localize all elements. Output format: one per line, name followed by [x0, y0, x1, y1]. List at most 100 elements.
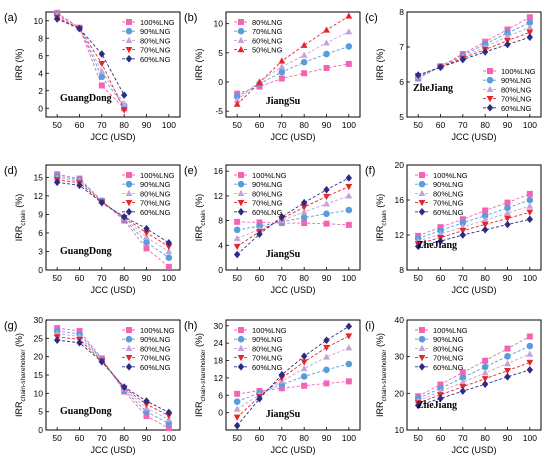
- data-point: [345, 12, 353, 19]
- legend-label: 70%LNG: [140, 354, 171, 363]
- data-point: [459, 369, 466, 376]
- legend-label: 90%LNG: [433, 335, 464, 344]
- chart-panel-c: 50 60 70 80 90 100 5 6 7 8 JCC (USD) IRR (%) (c) ZheJ…: [365, 7, 542, 142]
- legend-marker: [418, 335, 426, 343]
- data-point: [481, 369, 489, 376]
- y-axis-label: IRRchain-shareholder (%): [375, 333, 388, 417]
- y-tick-label: 12: [214, 191, 224, 201]
- data-point: [98, 61, 106, 68]
- data-point: [437, 394, 444, 403]
- y-tick-label: 5: [399, 112, 404, 122]
- y-tick-label: 12: [34, 191, 44, 201]
- region-label: JiangSu: [266, 96, 301, 107]
- y-tick-label: 6: [38, 51, 43, 61]
- x-tick-label: 60: [255, 120, 265, 130]
- legend-marker: [125, 208, 133, 216]
- data-point: [300, 41, 308, 48]
- x-tick-label: 70: [277, 273, 287, 283]
- legend-label: 70%LNG: [501, 95, 532, 104]
- x-tick-label: 80: [480, 120, 490, 130]
- data-point: [482, 207, 489, 214]
- legend-label: 100%LNG: [140, 18, 175, 27]
- x-tick-label: 60: [436, 433, 446, 443]
- data-point: [345, 192, 353, 199]
- x-tick-label: 90: [503, 433, 513, 443]
- x-axis-label: JCC (USD): [271, 445, 316, 455]
- data-point: [323, 65, 330, 71]
- x-tick-label: 100: [162, 273, 176, 283]
- x-tick-label: 80: [480, 433, 490, 443]
- x-tick-label: 60: [255, 273, 265, 283]
- x-tick-label: 80: [299, 433, 309, 443]
- panel-label: (g): [4, 320, 17, 332]
- legend-label: 100%LNG: [501, 67, 536, 76]
- series-line-80pct-lng: [237, 195, 349, 239]
- data-point: [459, 219, 467, 227]
- legend-marker: [125, 36, 133, 43]
- y-tick-label: -5: [215, 106, 223, 116]
- data-point: [504, 373, 511, 381]
- series-line-80pct-lng: [237, 63, 349, 95]
- legend-label: 90%LNG: [501, 76, 532, 85]
- legend-marker: [125, 189, 133, 196]
- series-line-100pct-lng: [417, 336, 531, 397]
- x-tick-label: 60: [75, 433, 85, 443]
- data-point: [459, 384, 467, 391]
- data-point: [256, 394, 263, 403]
- data-point: [345, 333, 353, 340]
- x-tick-label: 90: [142, 433, 152, 443]
- legend-label: 100%LNG: [252, 171, 287, 180]
- legend-label: 80%LNG: [501, 85, 532, 94]
- x-tick-label: 100: [342, 120, 356, 130]
- x-tick-label: 50: [52, 273, 62, 283]
- data-point: [120, 213, 128, 221]
- y-tick-label: 24: [214, 338, 224, 348]
- y-tick-label: 40: [395, 315, 405, 325]
- y-tick-label: 20: [34, 352, 44, 362]
- legend-label: 70%LNG: [252, 354, 283, 363]
- x-tick-label: 50: [52, 433, 62, 443]
- legend-marker: [418, 189, 426, 196]
- y-tick-label: 2: [38, 86, 43, 96]
- y-tick-label: 9: [38, 209, 43, 219]
- legend-marker: [486, 104, 494, 112]
- legend-label: 90%LNG: [140, 180, 171, 189]
- data-point: [459, 378, 467, 385]
- plot-frame: [406, 164, 542, 271]
- data-point: [323, 220, 330, 227]
- series-line-60pct-lng: [236, 177, 350, 255]
- legend-label: 80%LNG: [140, 189, 171, 198]
- legend-label: 90%LNG: [140, 335, 171, 344]
- x-axis-label: JCC (USD): [91, 445, 136, 455]
- y-axis-label: IRRchain-shareholder (%): [194, 333, 207, 417]
- data-point: [481, 376, 489, 383]
- series-line-80pct-lng: [418, 205, 530, 242]
- legend-label: 100%LNG: [140, 171, 175, 180]
- x-tick-label: 100: [342, 433, 356, 443]
- data-point: [300, 359, 308, 366]
- chart-panel-a: 50 60 70 80 90 100 0 2 4 6 8 10 JCC (USD) IRR (%) (a) G…: [4, 9, 181, 142]
- x-tick-label: 100: [162, 120, 176, 130]
- data-point: [482, 357, 489, 364]
- legend-label: 100%LNG: [433, 326, 468, 335]
- data-point: [256, 78, 263, 86]
- x-axis-label: JCC (USD): [452, 285, 497, 295]
- plot-frame: [45, 164, 181, 271]
- x-axis-label: JCC (USD): [452, 445, 497, 455]
- data-point: [323, 185, 330, 194]
- data-point: [233, 250, 241, 259]
- data-point: [278, 68, 286, 76]
- data-point: [323, 50, 330, 58]
- legend-marker: [125, 363, 133, 371]
- legend-marker: [237, 180, 245, 188]
- data-point: [504, 199, 511, 206]
- legend-marker: [418, 180, 426, 188]
- legend-label: 60%LNG: [252, 363, 283, 372]
- series-line-70pct-lng: [57, 179, 170, 247]
- legend-label: 90%LNG: [433, 180, 464, 189]
- data-point: [98, 67, 106, 75]
- x-tick-label: 60: [436, 120, 446, 130]
- legend-marker: [237, 335, 245, 343]
